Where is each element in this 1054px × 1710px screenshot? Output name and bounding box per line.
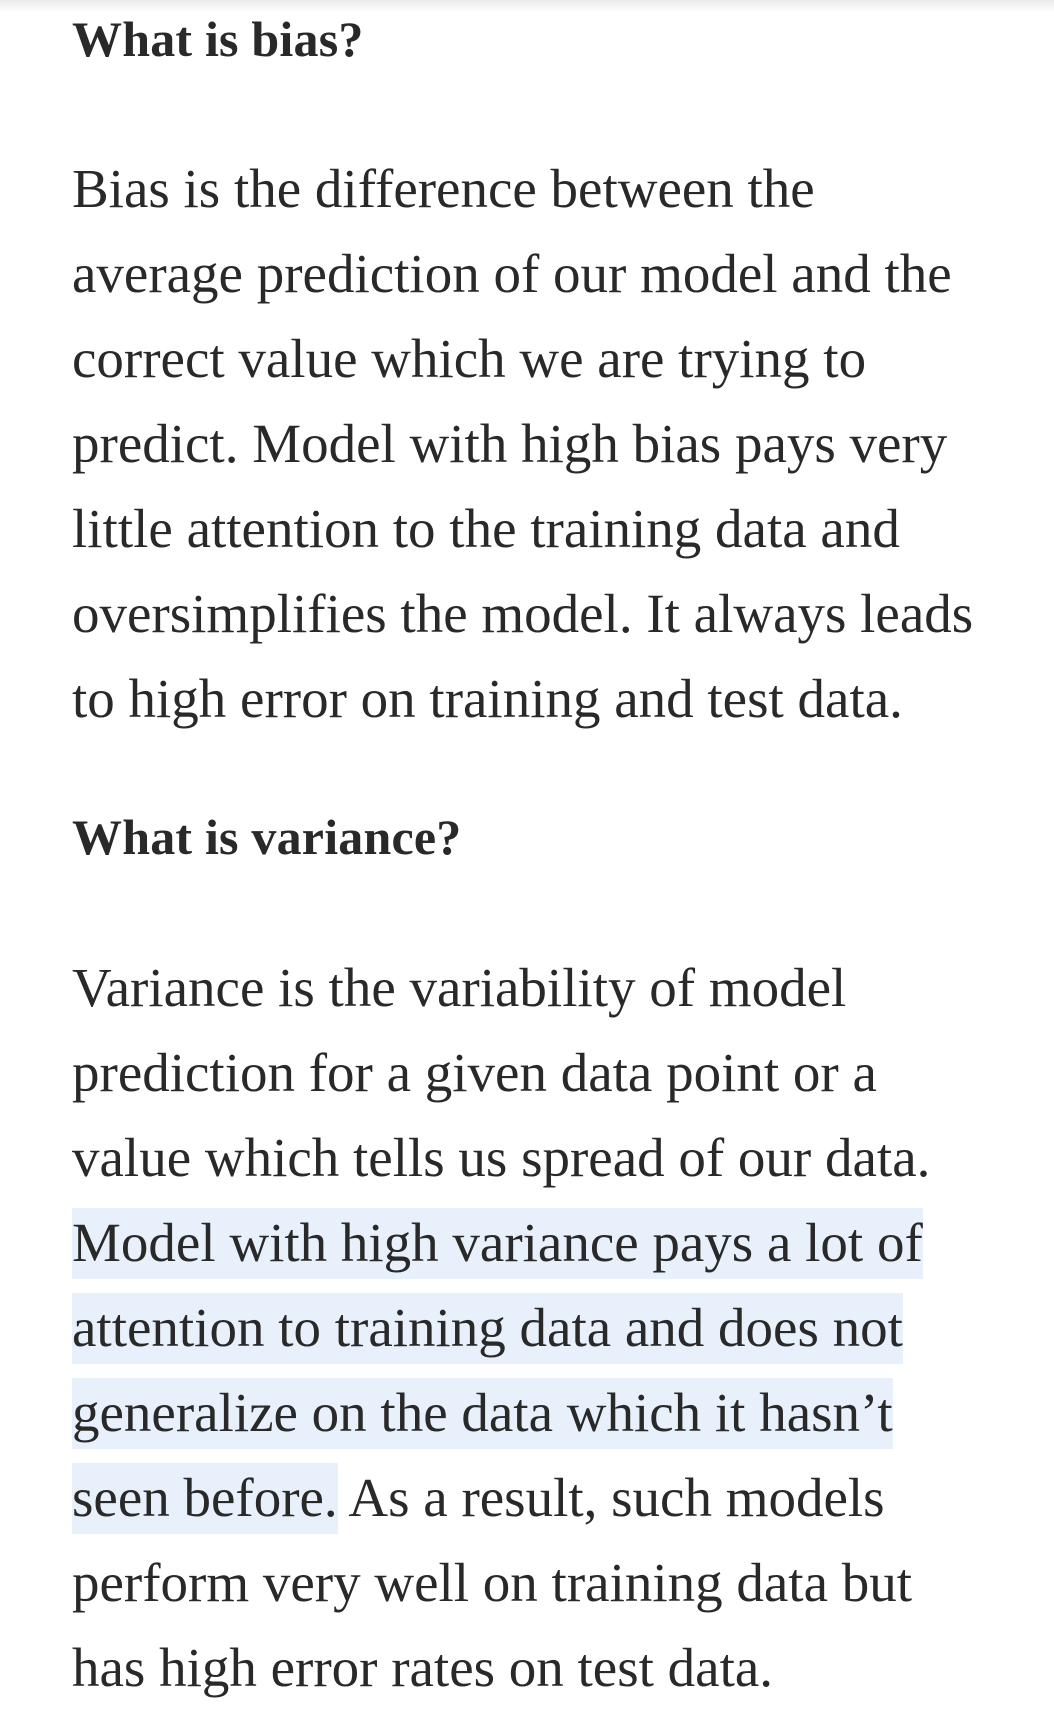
- paragraph-line: little attention to the training data an…: [72, 498, 900, 559]
- paragraph-variance: Variance is the variability of model pre…: [72, 945, 930, 1710]
- paragraph-line: to high error on training and test data.: [72, 668, 903, 729]
- top-bar-shadow: [0, 0, 1054, 12]
- mixed-line: seen before. As a result, such models: [72, 1455, 930, 1540]
- text-highlight[interactable]: attention to training data and does not: [72, 1293, 903, 1364]
- paragraph-line: oversimplifies the model. It always lead…: [72, 583, 974, 644]
- heading-what-is-variance: What is variance?: [72, 809, 462, 865]
- heading-what-is-bias: What is bias?: [72, 11, 364, 67]
- paragraph-line: average prediction of our model and the: [72, 243, 952, 304]
- paragraph-text: As a result, such models: [337, 1467, 885, 1528]
- text-highlight[interactable]: Model with high variance pays a lot of: [72, 1208, 923, 1279]
- highlighted-line[interactable]: generalize on the data which it hasn’t: [72, 1370, 930, 1455]
- text-highlight[interactable]: seen before.: [72, 1463, 338, 1534]
- paragraph-line: has high error rates on test data.: [72, 1637, 774, 1698]
- paragraph-line: prediction for a given data point or a: [72, 1042, 877, 1103]
- paragraph-line: perform very well on training data but: [72, 1552, 913, 1613]
- paragraph-bias: Bias is the difference between the avera…: [72, 146, 973, 741]
- paragraph-line: Bias is the difference between the: [72, 158, 815, 219]
- paragraph-line: predict. Model with high bias pays very: [72, 413, 948, 474]
- paragraph-line: Variance is the variability of model: [72, 957, 847, 1018]
- paragraph-line: value which tells us spread of our data.: [72, 1127, 931, 1188]
- highlighted-line[interactable]: attention to training data and does not: [72, 1285, 930, 1370]
- text-highlight[interactable]: generalize on the data which it hasn’t: [72, 1378, 893, 1449]
- paragraph-line: correct value which we are trying to: [72, 328, 867, 389]
- highlighted-line[interactable]: Model with high variance pays a lot of: [72, 1200, 930, 1285]
